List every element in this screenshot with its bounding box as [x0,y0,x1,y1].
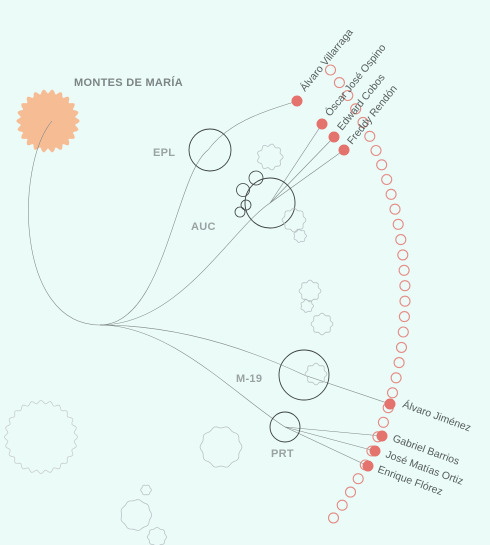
person-ring[interactable] [395,341,408,353]
person-ring[interactable] [344,486,357,498]
person-ring[interactable] [399,295,411,307]
person-ring[interactable] [393,357,405,369]
person-dot-cobos[interactable] [328,131,340,143]
line-auc-cobos [269,136,335,204]
person-dot-florez[interactable] [362,460,374,472]
person-ring[interactable] [392,218,404,230]
person-ring[interactable] [381,173,393,186]
person-ring[interactable] [398,264,410,276]
person-dot-barrios[interactable] [376,430,388,442]
person-ring[interactable] [342,89,354,102]
person-ring[interactable] [397,326,409,338]
diagram-title: MONTES DE MARÍA [74,76,183,89]
person-ring[interactable] [399,280,411,292]
line-to-epl [99,149,209,326]
group-label-auc: AUC [191,221,216,233]
person-label-jimenez: Álvaro Jiménez [401,398,473,435]
person-ring[interactable] [364,130,376,142]
person-ring[interactable] [386,387,399,399]
person-dot-villarraga[interactable] [291,95,303,107]
person-dot-jimenez[interactable] [384,398,396,410]
group-node-auc[interactable] [244,177,296,229]
person-ring[interactable] [385,188,397,200]
line-prt-florez [284,426,369,467]
line-auc-ospino [269,123,323,204]
highlighted-people [291,95,396,472]
group-label-epl: EPL [153,147,175,159]
trunk-line [28,120,101,326]
line-prt-barrios [284,426,383,437]
person-ring[interactable] [327,512,340,524]
person-ring[interactable] [357,116,369,128]
person-ring[interactable] [376,159,388,171]
line-to-prt [99,324,286,428]
auc-subgroups [234,170,264,218]
group-label-prt: PRT [271,448,294,460]
person-ring[interactable] [324,64,337,76]
faint-circles [3,143,334,545]
line-to-m19 [99,324,305,376]
line-m19-jimenez [303,374,391,405]
person-ring[interactable] [352,473,364,485]
line-to-auc [99,202,271,326]
line-prt-ortiz [284,426,376,452]
group-node-m19[interactable] [278,349,330,401]
root-node [16,89,80,153]
line-epl-villarraga [207,100,298,151]
person-dot-ortiz[interactable] [369,445,381,457]
group-node-epl[interactable] [188,128,232,172]
person-dot-rendon[interactable] [338,144,350,156]
person-dot-ospino[interactable] [316,118,328,130]
person-ring[interactable] [395,234,407,246]
person-ring[interactable] [333,77,345,89]
person-ring[interactable] [350,103,362,115]
group-node-prt[interactable] [269,411,301,443]
connector-lines [28,100,391,467]
person-ring[interactable] [336,499,348,511]
group-label-m19: M-19 [236,373,262,385]
line-auc-rendon [269,149,345,204]
person-ring[interactable] [398,311,410,323]
person-ring[interactable] [370,144,382,157]
person-ring[interactable] [389,203,401,215]
person-ring[interactable] [397,249,409,261]
person-ring[interactable] [390,372,402,384]
person-ring[interactable] [377,416,389,428]
